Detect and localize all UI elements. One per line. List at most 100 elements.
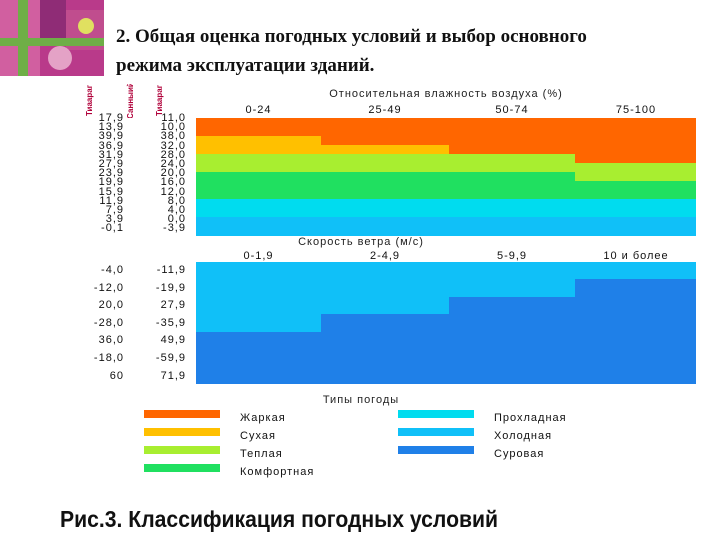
humidity-cell-hot: [321, 118, 449, 128]
humidity-column-1: 0-24: [245, 104, 272, 116]
wind-cell-severe: [575, 366, 696, 385]
humidity-cell-cold: [196, 226, 321, 236]
humidity-cell-comfort: [321, 190, 449, 200]
humidity-cell-comfort: [321, 181, 449, 191]
wind-cell-cold: [575, 262, 696, 280]
humidity-row-label-to: 16,0: [160, 176, 186, 189]
humidity-cell-warm: [575, 172, 696, 182]
humidity-cell-cold: [321, 226, 449, 236]
wind-cell-severe: [575, 314, 696, 333]
humidity-cell-comfort: [321, 172, 449, 182]
humidity-row-label-to: 0,0: [167, 213, 186, 226]
humidity-row-label-to: 12,0: [160, 185, 186, 198]
wind-row-label-from: -4,0: [101, 264, 124, 276]
humidity-cell-hot: [321, 127, 449, 137]
wind-cell-severe: [575, 296, 696, 315]
humidity-cell-cool: [575, 208, 696, 218]
humidity-cell-cold: [575, 226, 696, 236]
decorative-corner-image: [0, 0, 104, 76]
legend-swatch: [398, 410, 474, 418]
humidity-cell-cool: [196, 208, 321, 218]
wind-cell-cold: [196, 314, 321, 333]
humidity-cell-dry: [321, 145, 449, 155]
humidity-cell-cold: [575, 217, 696, 227]
humidity-row-label-to: 28,0: [160, 148, 186, 161]
humidity-column-2: 25-49: [368, 104, 402, 116]
humidity-cell-warm: [575, 163, 696, 173]
wind-row-label-to: 71,9: [160, 369, 186, 382]
slide-title: 2. Общая оценка погодных условий и выбор…: [116, 22, 716, 80]
humidity-row-label-from: 27,9: [98, 158, 124, 170]
humidity-cell-warm: [321, 154, 449, 164]
humidity-cell-warm: [449, 154, 575, 164]
wind-cell-severe: [449, 349, 575, 367]
humidity-cell-cool: [321, 208, 449, 218]
humidity-cell-comfort: [196, 172, 321, 182]
humidity-cell-comfort: [196, 181, 321, 191]
humidity-row-label-from: 31,9: [98, 148, 124, 161]
humidity-cell-dry: [196, 136, 321, 146]
wind-column-4: 10 и более: [603, 250, 669, 262]
humidity-cell-hot: [449, 127, 575, 137]
humidity-cell-hot: [575, 154, 696, 164]
wind-cell-severe: [575, 349, 696, 367]
humidity-cell-cool: [196, 199, 321, 209]
wind-grid: [196, 262, 696, 385]
humidity-cell-hot: [321, 136, 449, 146]
wind-row-label-to: -59,9: [155, 352, 186, 364]
humidity-section-title: Относительная влажность воздуха (%): [329, 88, 563, 100]
wind-row-label-to: 27,9: [160, 299, 186, 312]
wind-column-3: 5-9,9: [496, 250, 528, 262]
figure-caption: Рис.3. Классификация погодных условий: [60, 506, 499, 532]
humidity-cell-hot: [196, 118, 321, 128]
wind-cell-cold: [321, 279, 449, 298]
wind-cell-cold: [196, 262, 321, 280]
legend-swatch: [144, 410, 220, 418]
wind-cell-severe: [449, 331, 575, 350]
humidity-cell-warm: [196, 163, 321, 173]
legend-swatch: [144, 428, 220, 436]
humidity-row-label-from: 13,9: [98, 121, 124, 134]
humidity-row-label-from: 17,9: [98, 112, 124, 124]
wind-row-label-from: 60: [109, 369, 124, 382]
legend-label: Теплая: [240, 448, 283, 460]
wind-cell-severe: [449, 296, 575, 315]
wind-cell-cold: [449, 262, 575, 280]
wind-column-1: 0-1,9: [243, 250, 274, 262]
humidity-row-label-to: 4,0: [167, 204, 186, 216]
humidity-cell-hot: [575, 145, 696, 155]
humidity-cell-hot: [575, 127, 696, 137]
humidity-cell-hot: [449, 118, 575, 128]
wind-cell-severe: [575, 279, 696, 298]
humidity-cell-comfort: [575, 190, 696, 200]
legend-swatch: [144, 464, 220, 472]
legend-swatch: [398, 428, 474, 436]
wind-cell-cold: [449, 279, 575, 298]
wind-cell-severe: [321, 349, 449, 367]
legend-swatch: [144, 446, 220, 454]
wind-row-label-to: 49,9: [160, 334, 186, 347]
humidity-row-label-to: 20,0: [160, 167, 186, 180]
legend-swatch: [398, 446, 474, 454]
humidity-row-label-from: 19,9: [98, 176, 124, 189]
humidity-row-label-from: 39,9: [98, 130, 124, 143]
wind-cell-severe: [575, 331, 696, 350]
legend-label: Холодная: [494, 430, 553, 442]
humidity-cell-hot: [449, 145, 575, 155]
wind-column-2: 2-4,9: [369, 250, 401, 262]
humidity-cell-dry: [196, 145, 321, 155]
legend-label: Комфортная: [240, 466, 315, 478]
wind-row-label-from: 36,0: [98, 334, 124, 347]
humidity-column-3: 50-74: [495, 104, 529, 116]
slide-title-line-2: режима эксплуатации зданий.: [116, 55, 375, 76]
wind-cell-severe: [321, 366, 449, 385]
humidity-row-label-to: 8,0: [167, 194, 186, 207]
humidity-cell-comfort: [449, 190, 575, 200]
slide-title-line-1: 2. Общая оценка погодных условий и выбор…: [116, 26, 587, 47]
humidity-row-label-to: 24,0: [160, 158, 186, 170]
humidity-row-label-from: 11,9: [99, 194, 124, 207]
wind-cell-cold: [196, 296, 321, 315]
humidity-cell-hot: [196, 127, 321, 137]
humidity-row-label-from: 15,9: [98, 185, 124, 198]
humidity-cell-cool: [449, 208, 575, 218]
